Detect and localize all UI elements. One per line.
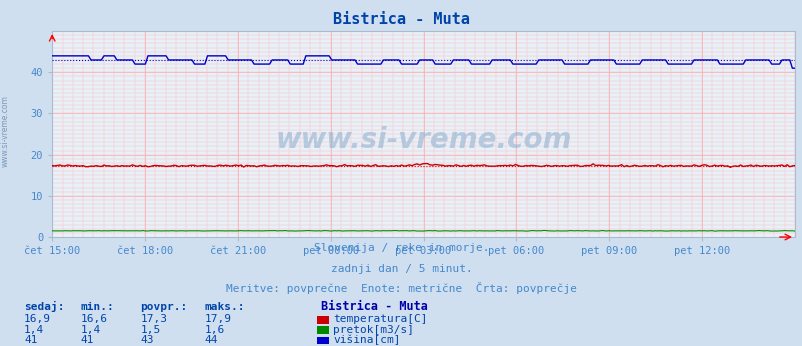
Text: povpr.:: povpr.: (140, 302, 188, 312)
Text: 44: 44 (205, 335, 218, 345)
Text: 1,4: 1,4 (24, 325, 44, 335)
Text: 17,3: 17,3 (140, 315, 168, 325)
Text: Meritve: povprečne  Enote: metrične  Črta: povprečje: Meritve: povprečne Enote: metrične Črta:… (225, 282, 577, 294)
Text: 1,5: 1,5 (140, 325, 160, 335)
Text: 16,6: 16,6 (80, 315, 107, 325)
Text: Bistrica - Muta: Bistrica - Muta (333, 12, 469, 27)
Text: min.:: min.: (80, 302, 114, 312)
Text: Slovenija / reke in morje.: Slovenija / reke in morje. (314, 243, 488, 253)
Text: maks.:: maks.: (205, 302, 245, 312)
Text: Bistrica - Muta: Bistrica - Muta (321, 300, 427, 313)
Text: 16,9: 16,9 (24, 315, 51, 325)
Text: 43: 43 (140, 335, 154, 345)
Text: zadnji dan / 5 minut.: zadnji dan / 5 minut. (330, 264, 472, 274)
Text: 17,9: 17,9 (205, 315, 232, 325)
Text: 41: 41 (80, 335, 94, 345)
Text: 1,4: 1,4 (80, 325, 100, 335)
Text: višina[cm]: višina[cm] (333, 335, 400, 345)
Text: 41: 41 (24, 335, 38, 345)
Text: sedaj:: sedaj: (24, 301, 64, 312)
Text: www.si-vreme.com: www.si-vreme.com (1, 95, 10, 167)
Text: pretok[m3/s]: pretok[m3/s] (333, 325, 414, 335)
Text: temperatura[C]: temperatura[C] (333, 315, 427, 325)
Text: www.si-vreme.com: www.si-vreme.com (275, 126, 571, 154)
Text: 1,6: 1,6 (205, 325, 225, 335)
